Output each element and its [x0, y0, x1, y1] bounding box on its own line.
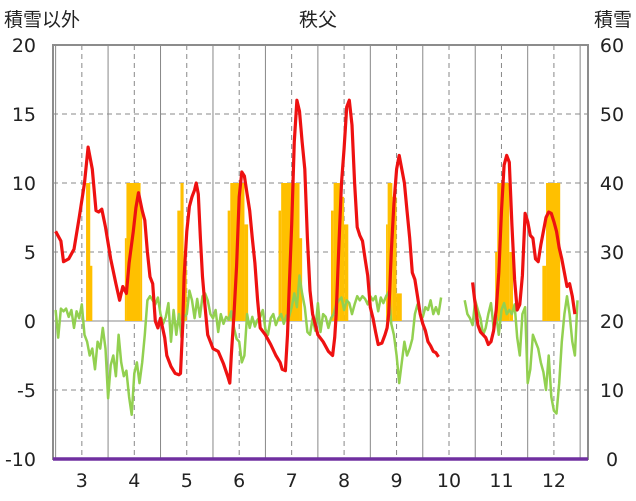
right-tick-label: 30 — [600, 242, 624, 264]
series-lines — [54, 98, 579, 417]
left-tick-label: 15 — [12, 104, 36, 126]
snow-bar — [495, 252, 498, 321]
x-tick-label: 8 — [338, 470, 350, 492]
snow-bar — [386, 224, 388, 321]
green-series-line — [463, 294, 579, 415]
plot-frame — [52, 44, 589, 461]
left-tick-label: -10 — [5, 449, 36, 471]
right-tick-label: 10 — [600, 380, 624, 402]
right-tick-label: 40 — [600, 173, 624, 195]
x-tick-label: 3 — [76, 470, 88, 492]
x-tick-label: 11 — [489, 470, 513, 492]
snow-bar — [140, 210, 143, 321]
snow-bar — [89, 265, 93, 321]
red-series-line — [471, 153, 577, 347]
left-tick-label: 0 — [24, 311, 36, 333]
left-tick-label: -5 — [17, 380, 36, 402]
x-tick-labels: 3 4 5 6 7 8 9 10 11 12 — [76, 470, 566, 492]
snow-bar — [546, 183, 561, 321]
left-axis-label: 積雪以外 — [4, 9, 80, 31]
snow-bar — [278, 210, 282, 321]
snow-bar — [177, 210, 181, 321]
red-series-line — [54, 98, 440, 385]
right-tick-labels: 60 50 40 30 20 10 0 — [600, 35, 624, 471]
left-tick-label: 10 — [12, 173, 36, 195]
x-tick-label: 7 — [286, 470, 298, 492]
right-tick-label: 0 — [606, 449, 618, 471]
left-tick-labels: 20 15 10 5 0 -5 -10 — [5, 35, 36, 471]
left-tick-label: 5 — [24, 242, 36, 264]
right-axis-label: 積雪 — [594, 9, 632, 31]
right-tick-label: 50 — [600, 104, 624, 126]
snow-bar — [339, 196, 345, 321]
right-tick-label: 60 — [600, 35, 624, 57]
snow-bar — [124, 238, 127, 321]
x-tick-label: 6 — [233, 470, 245, 492]
snow-bar — [396, 293, 402, 321]
right-tick-label: 20 — [600, 311, 624, 333]
snow-bar — [227, 210, 231, 321]
snow-bar — [86, 183, 91, 321]
snow-bar — [333, 183, 340, 321]
snow-bar — [542, 265, 547, 321]
snow-bar — [392, 196, 397, 321]
x-tick-label: 4 — [128, 470, 140, 492]
snow-bar — [509, 252, 513, 321]
snow-bar — [180, 183, 184, 321]
left-tick-label: 20 — [12, 35, 36, 57]
chart-title: 秩父 — [299, 9, 337, 31]
x-tick-label: 5 — [181, 470, 193, 492]
snow-bar — [244, 224, 249, 321]
green-series-line — [54, 274, 443, 417]
snow-bar — [330, 210, 334, 321]
x-tick-label: 9 — [391, 470, 403, 492]
x-tick-label: 10 — [437, 470, 461, 492]
snow-bar — [344, 224, 349, 321]
snow-bar — [126, 183, 141, 321]
x-tick-label: 12 — [542, 470, 566, 492]
